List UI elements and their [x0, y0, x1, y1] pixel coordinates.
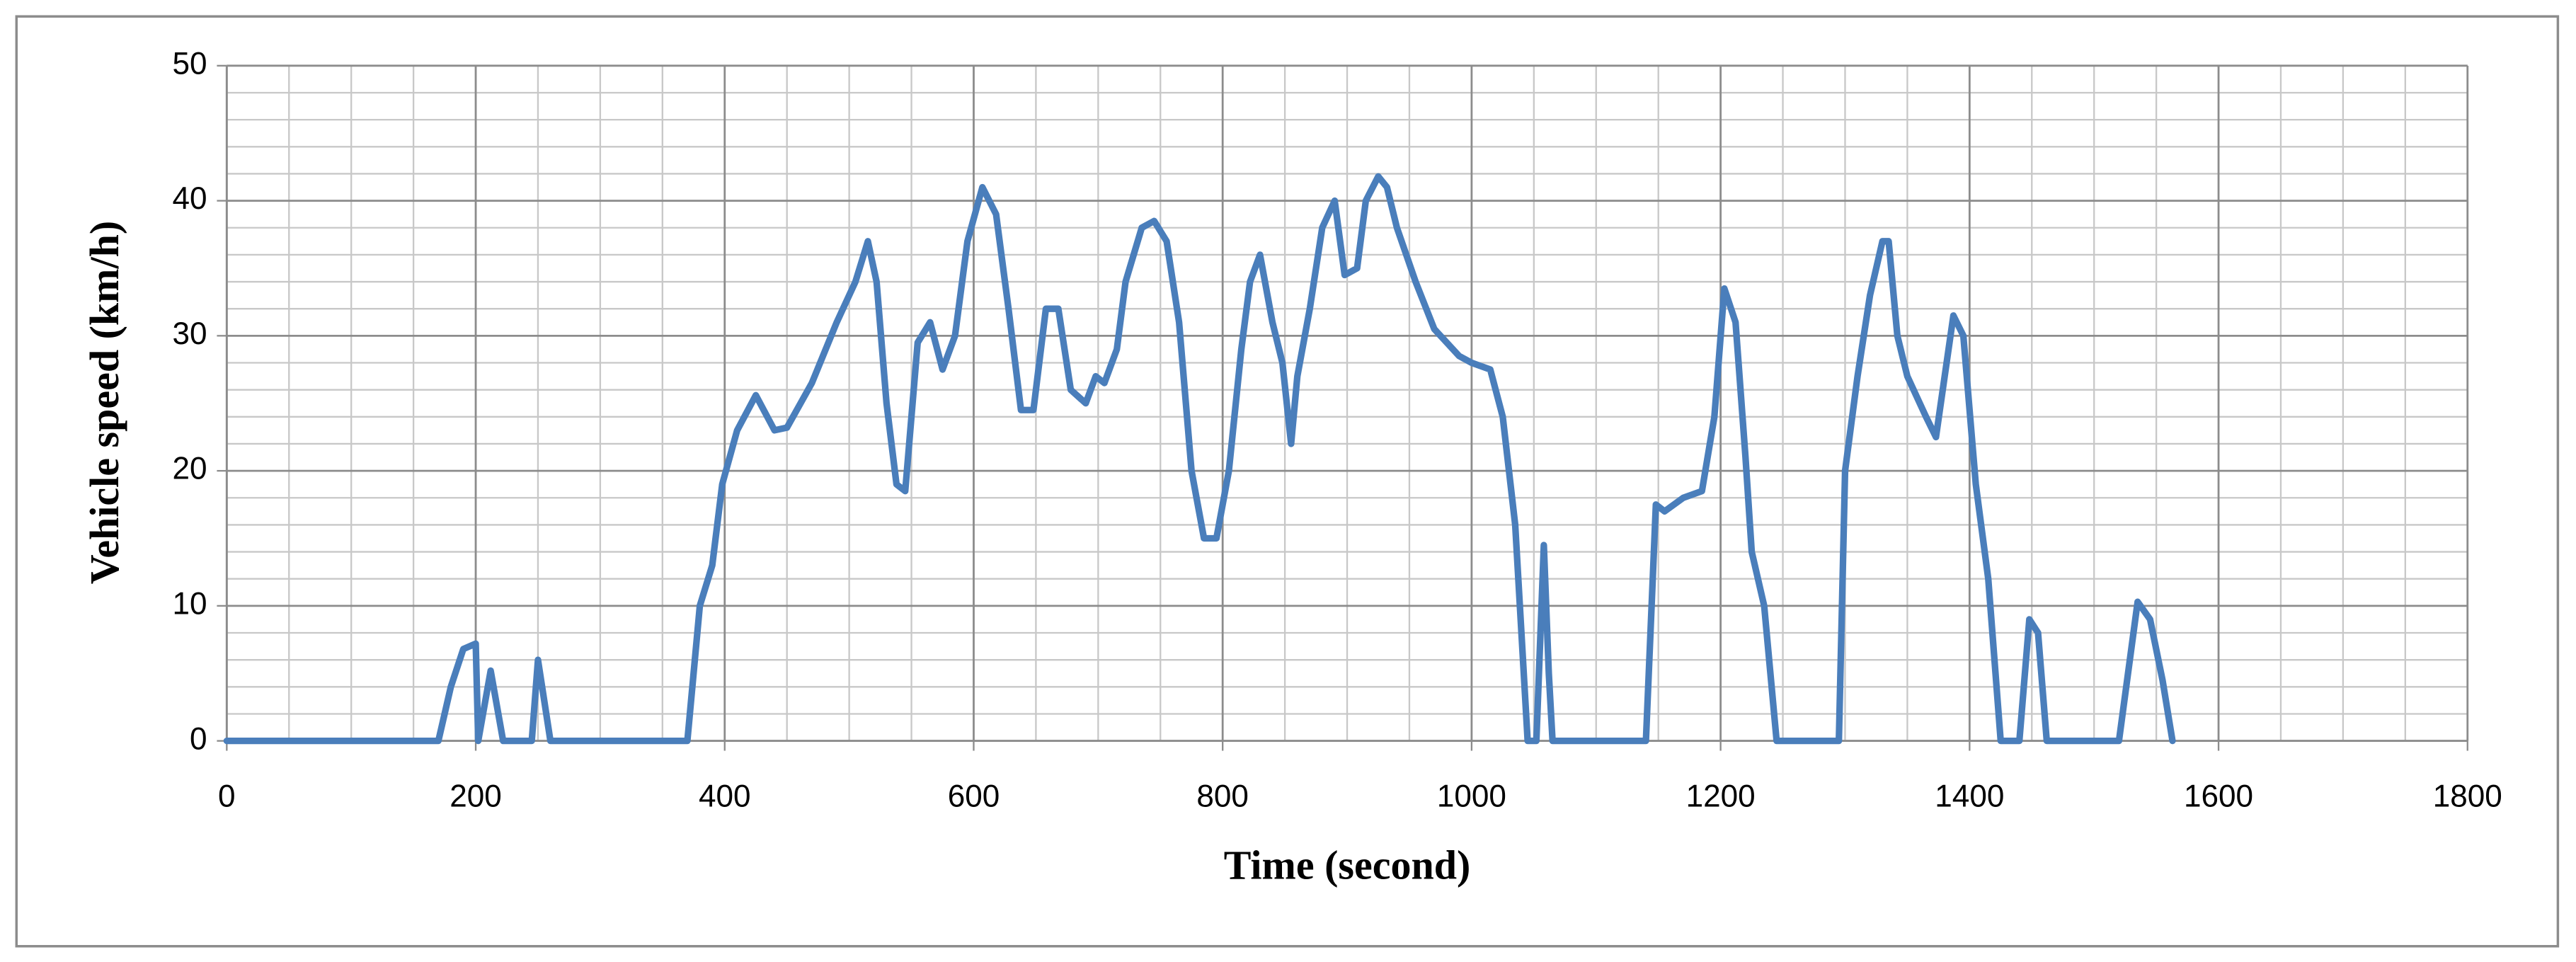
x-axis-title: Time (second)	[1224, 842, 1471, 888]
marks	[223, 173, 2176, 745]
y-tick-label: 0	[190, 721, 207, 756]
chart-frame	[15, 15, 2560, 948]
x-tick-label: 600	[948, 779, 1000, 813]
x-tick-label: 0	[218, 779, 236, 813]
x-tick-label: 1000	[1437, 779, 1506, 813]
x-tick-label: 400	[699, 779, 751, 813]
speed-line	[223, 173, 2176, 745]
y-tick-label: 40	[172, 181, 207, 216]
y-tick-label: 30	[172, 316, 207, 351]
y-axis-title: Vehicle speed (km/h)	[81, 221, 127, 584]
x-tick-label: 800	[1196, 779, 1249, 813]
x-tick-label: 1800	[2433, 779, 2502, 813]
x-tick-label: 1600	[2184, 779, 2253, 813]
y-tick-label: 20	[172, 452, 207, 486]
x-tick-label: 1400	[1935, 779, 2004, 813]
y-tick-label: 50	[172, 46, 207, 81]
x-tick-label: 200	[450, 779, 502, 813]
y-tick-label: 10	[172, 587, 207, 622]
x-tick-label: 1200	[1686, 779, 1756, 813]
